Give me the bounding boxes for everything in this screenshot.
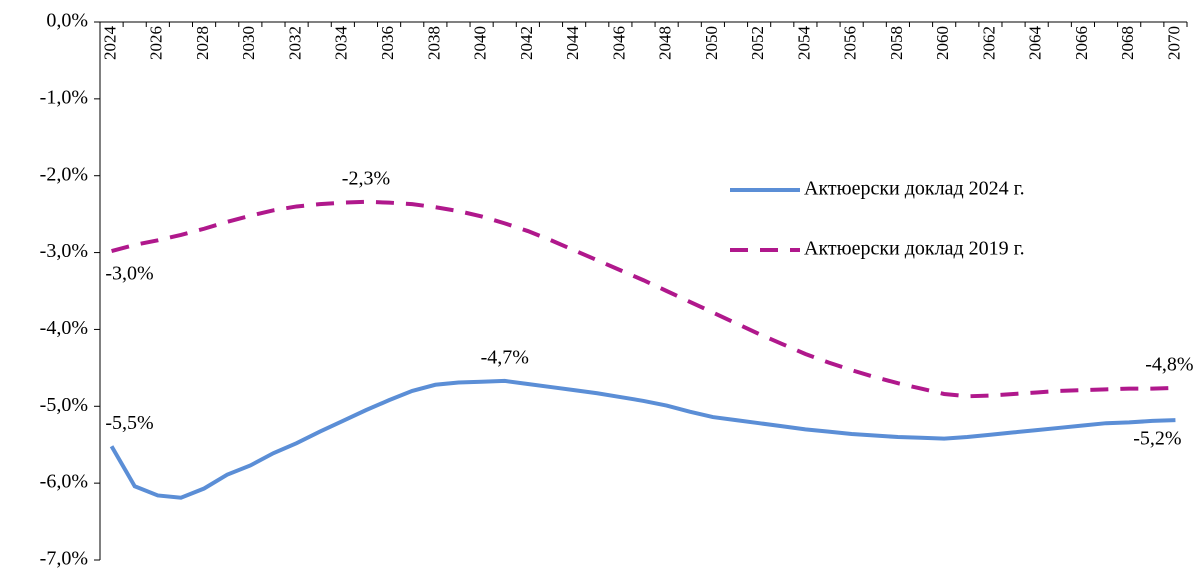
x-tick-label: 2058 xyxy=(887,26,906,60)
x-tick-label: 2052 xyxy=(748,26,767,60)
data-label: -5,2% xyxy=(1133,428,1181,450)
data-label: -2,3% xyxy=(342,167,390,189)
x-tick-label: 2048 xyxy=(656,26,675,60)
x-tick-label: 2040 xyxy=(471,26,490,60)
y-tick-label: -1,0% xyxy=(40,86,88,108)
x-tick-label: 2038 xyxy=(424,26,443,60)
x-tick-label: 2050 xyxy=(702,26,721,60)
series-line xyxy=(111,199,1176,399)
y-tick-label: -6,0% xyxy=(40,471,88,493)
legend-label: Актюерски доклад 2019 г. xyxy=(804,238,1025,260)
x-tick-label: 2054 xyxy=(794,26,813,61)
data-label: -3,0% xyxy=(105,263,153,285)
y-tick-label: -7,0% xyxy=(40,548,88,570)
x-tick-label: 2062 xyxy=(979,26,998,60)
x-tick-label: 2028 xyxy=(193,26,212,60)
y-tick-label: -4,0% xyxy=(40,317,88,339)
x-tick-label: 2030 xyxy=(239,26,258,60)
y-tick-label: 0,0% xyxy=(46,10,88,32)
x-tick-label: 2024 xyxy=(100,26,119,61)
legend-label: Актюерски доклад 2024 г. xyxy=(804,178,1025,200)
x-tick-label: 2046 xyxy=(609,26,628,60)
y-tick-label: -5,0% xyxy=(40,394,88,416)
x-tick-label: 2036 xyxy=(378,26,397,60)
data-label: -4,7% xyxy=(481,347,529,369)
x-tick-label: 2064 xyxy=(1026,26,1045,61)
x-tick-label: 2068 xyxy=(1118,26,1137,60)
x-tick-label: 2026 xyxy=(147,26,166,60)
x-tick-label: 2034 xyxy=(332,26,351,61)
x-tick-label: 2032 xyxy=(285,26,304,60)
x-tick-label: 2042 xyxy=(517,26,536,60)
y-tick-label: -3,0% xyxy=(40,240,88,262)
y-tick-label: -2,0% xyxy=(40,163,88,185)
data-label: -5,5% xyxy=(105,412,153,434)
series-line xyxy=(109,378,1176,500)
x-tick-label: 2060 xyxy=(933,26,952,60)
x-tick-label: 2056 xyxy=(841,26,860,60)
data-label: -4,8% xyxy=(1145,353,1193,375)
x-tick-label: 2066 xyxy=(1072,26,1091,60)
x-tick-label: 2044 xyxy=(563,26,582,61)
x-tick-label: 2070 xyxy=(1164,26,1183,60)
